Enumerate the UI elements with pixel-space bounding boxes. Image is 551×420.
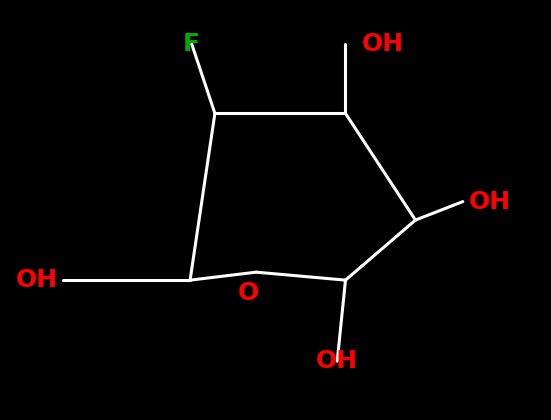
Text: O: O (237, 281, 258, 305)
Text: OH: OH (362, 32, 404, 56)
Text: OH: OH (316, 349, 358, 373)
Text: OH: OH (468, 189, 510, 214)
Text: F: F (183, 32, 200, 56)
Text: OH: OH (16, 268, 58, 292)
